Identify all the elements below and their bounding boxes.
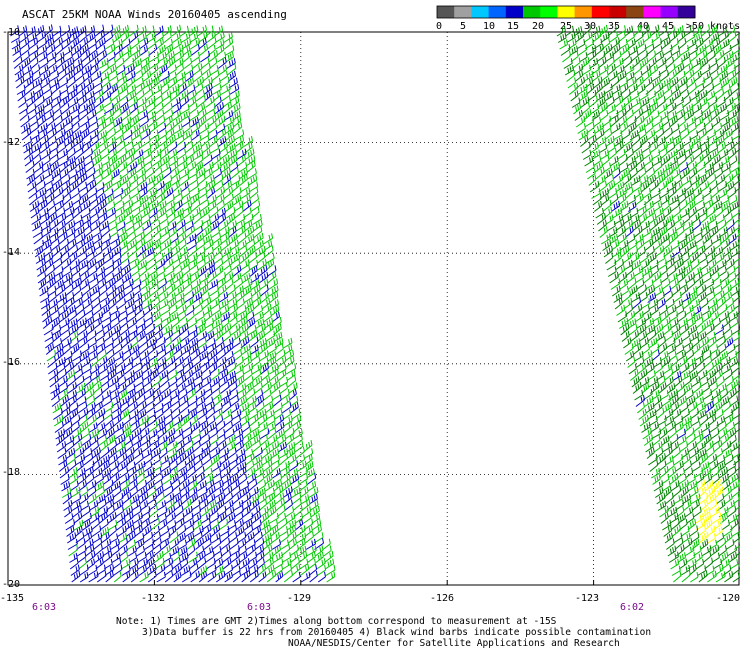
lat-label: -14 bbox=[2, 247, 21, 258]
note-line-2: 3)Data buffer is 22 hrs from 20160405 4)… bbox=[142, 627, 652, 638]
lat-label: -16 bbox=[2, 357, 21, 368]
legend-label: 35 bbox=[607, 21, 621, 32]
legend-swatch bbox=[574, 6, 593, 18]
legend-label: 15 bbox=[506, 21, 520, 32]
legend-label: 5 bbox=[459, 21, 467, 32]
west-swath-barbs bbox=[10, 24, 336, 583]
time-label: 6:03 bbox=[31, 602, 57, 613]
legend-frame bbox=[436, 5, 696, 19]
note-line-3: NOAA/NESDIS/Center for Satellite Applica… bbox=[288, 638, 620, 649]
legend-swatch bbox=[557, 6, 576, 18]
legend-label: 40 bbox=[636, 21, 650, 32]
legend-swatch bbox=[523, 6, 541, 18]
lon-label: -129 bbox=[286, 593, 312, 604]
time-label: 6:02 bbox=[619, 602, 645, 613]
legend-swatch bbox=[660, 6, 679, 18]
legend-swatch bbox=[677, 6, 696, 18]
east-swath-barbs bbox=[556, 24, 740, 583]
legend-swatch bbox=[643, 6, 662, 18]
legend-swatch bbox=[540, 6, 558, 18]
map-frame bbox=[7, 31, 740, 586]
legend-swatch bbox=[591, 6, 610, 18]
wind-speed-legend bbox=[436, 5, 696, 19]
legend-label: 20 bbox=[531, 21, 545, 32]
lon-label: -123 bbox=[574, 593, 600, 604]
time-label: 6:03 bbox=[246, 602, 272, 613]
lon-label: -120 bbox=[715, 593, 740, 604]
legend-swatch bbox=[454, 6, 472, 18]
lat-label: -12 bbox=[2, 137, 21, 148]
legend-label: 45 bbox=[661, 21, 675, 32]
legend-swatch bbox=[609, 6, 627, 18]
legend-swatch bbox=[437, 6, 455, 18]
legend-swatch bbox=[488, 6, 507, 18]
legend-label: 25 bbox=[559, 21, 573, 32]
lat-label: -10 bbox=[2, 27, 21, 38]
lat-label: -20 bbox=[2, 579, 21, 590]
note-line-1: Note: 1) Times are GMT 2)Times along bot… bbox=[116, 616, 557, 627]
legend-swatch bbox=[471, 6, 490, 18]
legend-label: 0 bbox=[435, 21, 443, 32]
legend-label: 10 bbox=[482, 21, 496, 32]
lon-label: -132 bbox=[140, 593, 166, 604]
map-title: ASCAT 25KM NOAA Winds 20160405 ascending bbox=[22, 8, 287, 21]
legend-swatch bbox=[626, 6, 644, 18]
lon-label: -126 bbox=[429, 593, 455, 604]
lat-label: -18 bbox=[2, 467, 21, 478]
lon-label: -135 bbox=[0, 593, 25, 604]
legend-label: >50 knots bbox=[685, 21, 740, 32]
legend-swatch bbox=[505, 6, 524, 18]
